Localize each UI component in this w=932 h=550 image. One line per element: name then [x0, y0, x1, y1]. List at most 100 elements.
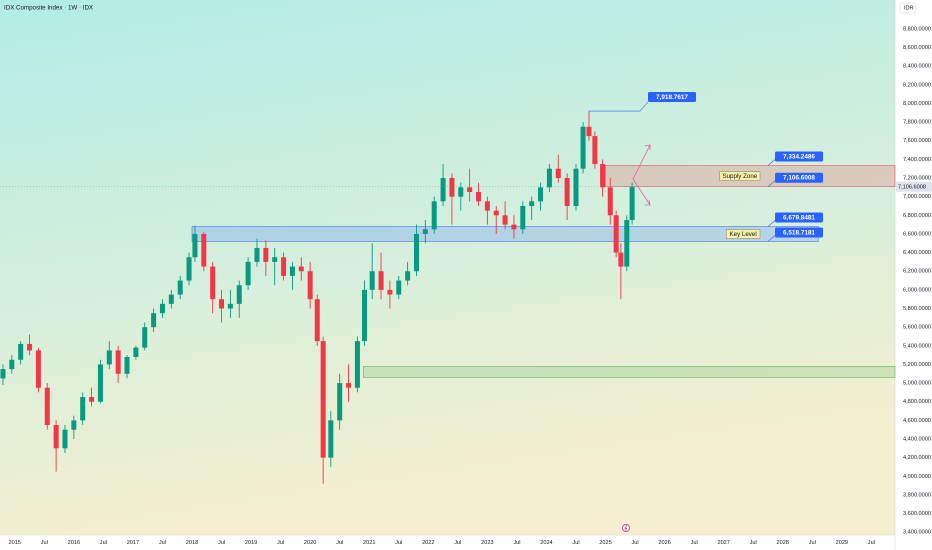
- candle-body: [124, 356, 130, 374]
- candle-body: [71, 420, 77, 430]
- x-tick-label: Jul: [631, 540, 638, 546]
- chart-title: IDX Composite Index · 1W · IDX: [4, 5, 93, 12]
- zone: [363, 366, 896, 378]
- zone-label: Supply Zone: [722, 173, 757, 180]
- annotations-layer: Supply Zone 7,334.2486 7,106.6008 Key Level…: [0, 92, 895, 242]
- candle-body: [289, 266, 295, 276]
- y-tick-label: 5,600.0000: [903, 325, 931, 331]
- candle-body: [361, 289, 367, 342]
- candle-body: [9, 359, 15, 370]
- arrow-up: [632, 144, 651, 180]
- candle-body: [378, 271, 384, 290]
- callout-leader: [767, 180, 776, 187]
- y-tick-label: 3,800.0000: [903, 492, 931, 498]
- zone-label: Key Level: [730, 231, 757, 238]
- y-tick-label: 7,000.0000: [903, 194, 931, 200]
- candle-body: [97, 364, 103, 402]
- x-tick-label: 2016: [68, 540, 80, 546]
- candle-body: [387, 289, 393, 295]
- y-tick-label: 4,400.0000: [903, 436, 931, 442]
- candle-body: [62, 429, 68, 449]
- candle-body: [80, 397, 86, 421]
- candle-body: [484, 201, 490, 211]
- candle-body: [629, 186, 635, 220]
- candle-body: [467, 187, 473, 193]
- time-axis-panel: [0, 535, 895, 550]
- callout-box: [775, 227, 823, 238]
- y-tick-label: 5,200.0000: [903, 362, 931, 368]
- candle-body: [613, 215, 619, 253]
- x-tick-label: 2024: [540, 540, 552, 546]
- candle-body: [546, 168, 552, 188]
- candles-layer: [0, 111, 635, 484]
- y-tick-label: 6,400.0000: [903, 250, 931, 256]
- x-tick-label: Jul: [159, 540, 166, 546]
- x-tick-label: Jul: [513, 540, 520, 546]
- candle-body: [254, 247, 260, 262]
- y-tick-label: 8,600.0000: [903, 45, 931, 51]
- projection-arrows: [632, 144, 651, 206]
- candle-body: [413, 233, 419, 272]
- y-tick-label: 6,000.0000: [903, 287, 931, 293]
- x-tick-label: Jul: [100, 540, 107, 546]
- candle-body: [298, 266, 304, 272]
- x-tick-label: Jul: [750, 540, 757, 546]
- x-tick-label: Jul: [572, 540, 579, 546]
- candle-body: [320, 341, 326, 458]
- x-tick-label: Jul: [395, 540, 402, 546]
- x-tick-label: 2015: [9, 540, 21, 546]
- candle-body: [405, 271, 411, 281]
- y-tick-label: 6,800.0000: [903, 213, 931, 219]
- y-tick-label: 5,000.0000: [903, 381, 931, 387]
- x-tick-label: Jul: [41, 540, 48, 546]
- y-tick-label: 6,600.0000: [903, 231, 931, 237]
- callout-label: 6,679.8481: [783, 214, 815, 221]
- candle-body: [511, 224, 517, 230]
- candle-body: [502, 215, 508, 225]
- currency-label: IDR: [904, 6, 914, 12]
- candle-body: [44, 387, 50, 426]
- axes-layer: 3,400.0000 3,600.0000 3,800.0000 4,000.0000…: [9, 26, 932, 546]
- zones-layer: [191, 165, 896, 378]
- candle-body: [354, 341, 360, 388]
- candle-body: [142, 327, 148, 348]
- callout-box: [775, 172, 823, 183]
- x-tick-label: 2022: [422, 540, 434, 546]
- candle-body: [422, 229, 428, 234]
- callout-leader: [767, 235, 776, 242]
- candle-body: [449, 178, 455, 197]
- callout-label: 7,106.6008: [783, 175, 815, 182]
- y-tick-label: 4,600.0000: [903, 418, 931, 424]
- y-tick-label: 7,200.0000: [903, 176, 931, 182]
- last-price-badge: [896, 181, 932, 192]
- x-tick-label: 2026: [658, 540, 670, 546]
- candle-body: [458, 187, 464, 197]
- candle-body: [538, 187, 544, 202]
- event-icon[interactable]: [622, 524, 630, 532]
- callout-leader: [767, 159, 776, 166]
- y-tick-label: 4,200.0000: [903, 455, 931, 461]
- peak-leader: [588, 101, 649, 112]
- x-tick-label: 2029: [836, 540, 848, 546]
- candle-body: [281, 257, 287, 276]
- x-tick-label: Jul: [336, 540, 343, 546]
- candle-body: [440, 178, 446, 202]
- y-tick-label: 8,800.0000: [903, 26, 931, 32]
- candle-body: [272, 257, 278, 262]
- candle-body: [177, 280, 183, 295]
- callout-box: [775, 212, 823, 223]
- candle-body: [263, 247, 269, 262]
- candle-body: [592, 136, 598, 165]
- x-tick-label: Jul: [454, 540, 461, 546]
- candle-body: [236, 285, 242, 304]
- candle-body: [201, 233, 207, 267]
- plot-background: [0, 0, 895, 535]
- y-tick-label: 8,200.0000: [903, 82, 931, 88]
- x-tick-label: Jul: [809, 540, 816, 546]
- currency-badge[interactable]: [899, 2, 917, 14]
- candle-body: [493, 210, 499, 216]
- callout-label: 7,334.2486: [783, 153, 815, 160]
- candle-body: [618, 252, 624, 267]
- candle-body: [89, 397, 95, 402]
